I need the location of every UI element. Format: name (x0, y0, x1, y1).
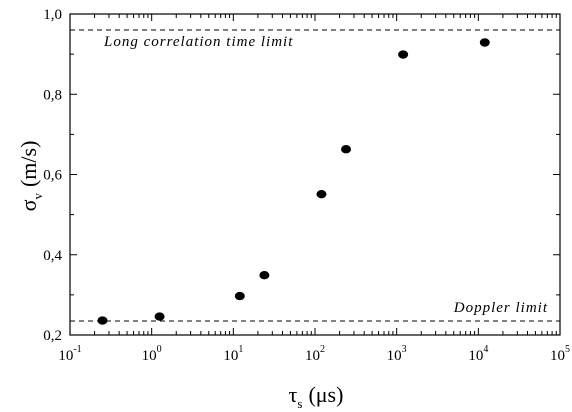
plot-frame (69, 13, 561, 336)
y-axis-title-symbol: σ (16, 199, 41, 211)
y-tick-label: 0,4 (43, 248, 62, 264)
x-tick-label: 100 (142, 344, 162, 364)
y-axis-title-subscript: v (30, 193, 45, 200)
reference-label-doppler: Doppler limit (453, 300, 548, 316)
data-point (341, 145, 352, 154)
data-point (479, 38, 490, 47)
data-point (259, 271, 270, 280)
svg-text:τs(μs): τs (μs) (289, 382, 344, 411)
x-axis-title-subscript: s (297, 396, 302, 411)
x-tick-label: 101 (223, 344, 243, 364)
y-tick-label: 0,2 (43, 328, 62, 344)
x-tick-label: 102 (305, 344, 325, 364)
y-tick-label: 1,0 (43, 7, 62, 23)
reference-label-long-correlation: Long correlation time limit (103, 34, 293, 50)
y-axis-title-unit: (m/s) (16, 141, 41, 187)
svg-text:σv(m/s): σv (m/s) (16, 141, 45, 212)
x-tick-label: 103 (387, 344, 407, 364)
y-axis-title: σv (m/s) (16, 141, 45, 212)
y-tick-label: 0,6 (43, 168, 62, 184)
data-point (316, 189, 327, 199)
x-tick-label: 10-1 (58, 344, 81, 364)
data-point (97, 316, 108, 325)
x-tick-label: 104 (468, 344, 488, 364)
data-point (398, 50, 409, 59)
data-point (234, 291, 245, 301)
y-tick-label: 0,8 (43, 87, 62, 103)
x-axis-title: τs (μs) (289, 382, 344, 411)
x-tick-label: 105 (550, 344, 570, 364)
x-axis-title-unit: (μs) (308, 382, 343, 407)
data-point (154, 312, 165, 321)
x-axis-title-symbol: τ (289, 382, 298, 407)
